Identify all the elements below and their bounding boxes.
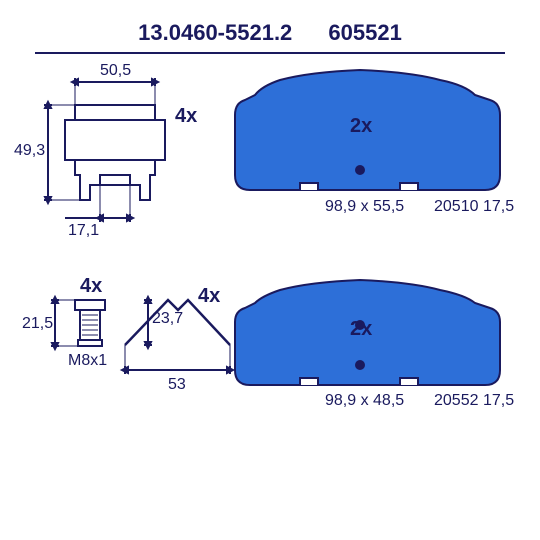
pad2-code: 20552 — [434, 392, 479, 410]
bolt-height: 21,5 — [22, 315, 53, 333]
pad1-code: 20510 — [434, 198, 479, 216]
bolt-thread: M8x1 — [68, 352, 107, 370]
clip-qty: 4x — [175, 105, 197, 128]
pad1-thk: 17,5 — [483, 198, 514, 216]
clip-gap: 17,1 — [68, 222, 99, 240]
diagram-svg — [0, 0, 540, 540]
pad2-thk: 17,5 — [483, 392, 514, 410]
pad2-dims: 98,9 x 48,5 — [325, 392, 404, 410]
pad1-dims: 98,9 x 55,5 — [325, 198, 404, 216]
spring-qty: 4x — [198, 285, 220, 308]
clip-width: 50,5 — [100, 62, 131, 80]
bolt-qty: 4x — [80, 275, 102, 298]
spring-drawing — [122, 297, 233, 374]
pad1-qty: 2x — [350, 115, 372, 138]
spring-width: 53 — [168, 376, 186, 394]
clip-drawing — [44, 78, 165, 222]
bolt-drawing — [51, 297, 105, 349]
spring-height: 23,7 — [152, 310, 183, 328]
clip-height: 49,3 — [14, 142, 45, 160]
pad2-qty: 2x — [350, 318, 372, 341]
